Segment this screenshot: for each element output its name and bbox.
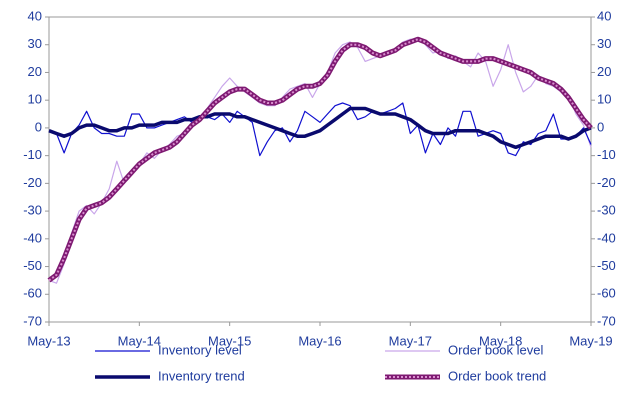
y-tick-label: 10 [28, 92, 42, 107]
y2-tick-label: -30 [597, 203, 616, 218]
y2-tick-label: 40 [597, 8, 611, 23]
legend-label: Order book level [448, 342, 543, 357]
legend-label: Order book trend [448, 368, 546, 383]
y-tick-label: 0 [35, 119, 42, 134]
y2-tick-label: 30 [597, 36, 611, 51]
y-tick-label: 20 [28, 64, 42, 79]
x-tick-label: May-18 [479, 333, 522, 348]
y-tick-label: -10 [23, 147, 42, 162]
y2-tick-label: -70 [597, 313, 616, 328]
x-tick-label: May-13 [27, 333, 70, 348]
x-tick-label: May-17 [389, 333, 432, 348]
y-tick-label: -50 [23, 258, 42, 273]
y2-tick-label: 20 [597, 64, 611, 79]
y-tick-label: -30 [23, 203, 42, 218]
x-tick-label: May-19 [569, 333, 612, 348]
y-tick-label: -40 [23, 230, 42, 245]
y-tick-label: 40 [28, 8, 42, 23]
x-tick-label: May-15 [208, 333, 251, 348]
series-line [48, 102, 592, 157]
series-line [47, 36, 593, 283]
y-tick-label: -60 [23, 286, 42, 301]
series-line [48, 38, 592, 284]
y2-tick-label: -10 [597, 147, 616, 162]
y-tick-label: -20 [23, 175, 42, 190]
y2-tick-label: -60 [597, 286, 616, 301]
y2-tick-label: -20 [597, 175, 616, 190]
y2-tick-label: 10 [597, 92, 611, 107]
y2-tick-label: -50 [597, 258, 616, 273]
y-tick-label: 30 [28, 36, 42, 51]
x-tick-label: May-16 [298, 333, 341, 348]
y2-tick-label: -40 [597, 230, 616, 245]
series-line-overlay [48, 38, 592, 282]
series-line [48, 106, 592, 150]
x-tick-label: May-14 [118, 333, 161, 348]
legend-label: Inventory trend [158, 368, 245, 383]
y-tick-label: -70 [23, 313, 42, 328]
y2-tick-label: 0 [597, 119, 604, 134]
legend-label: Inventory level [158, 342, 242, 357]
